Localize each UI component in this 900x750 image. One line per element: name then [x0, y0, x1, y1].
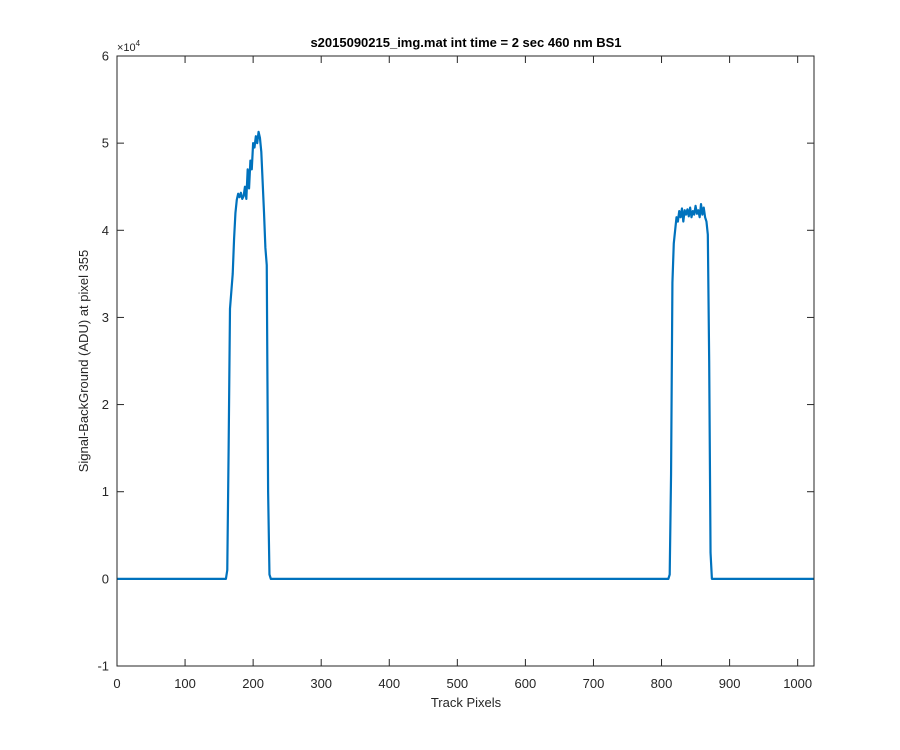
y-tick-label: 0: [102, 571, 109, 586]
x-axis-label: Track Pixels: [431, 695, 502, 710]
y-axis-ticks: -1 0 1 2 3 4 5 6: [97, 49, 814, 674]
x-tick-label: 200: [242, 676, 264, 691]
y-tick-label: -1: [97, 659, 109, 674]
x-tick-label: 600: [515, 676, 537, 691]
y-exponent-label: ×104: [117, 39, 141, 54]
y-axis-label: Signal-BackGround (ADU) at pixel 355: [76, 250, 91, 473]
x-tick-label: 0: [113, 676, 120, 691]
chart-title: s2015090215_img.mat int time = 2 sec 460…: [310, 35, 621, 50]
y-tick-label: 3: [102, 310, 109, 325]
y-tick-label: 2: [102, 397, 109, 412]
x-tick-label: 400: [378, 676, 400, 691]
x-tick-label: 1000: [783, 676, 812, 691]
axes-box: [116, 55, 815, 667]
y-tick-label: 5: [102, 136, 109, 151]
x-tick-label: 800: [651, 676, 673, 691]
x-tick-label: 300: [310, 676, 332, 691]
x-tick-label: 900: [719, 676, 741, 691]
y-tick-label: 1: [102, 484, 109, 499]
y-tick-label: 6: [102, 49, 109, 64]
series-line: [117, 130, 814, 580]
x-tick-label: 700: [583, 676, 605, 691]
x-tick-label: 500: [446, 676, 468, 691]
x-tick-label: 100: [174, 676, 196, 691]
plot-area: [117, 56, 814, 666]
y-tick-label: 4: [102, 223, 109, 238]
y-exponent-power: 4: [136, 39, 141, 48]
